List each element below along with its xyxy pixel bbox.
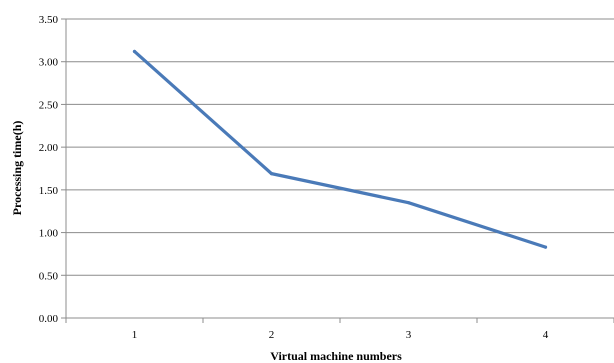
data-point: [543, 245, 548, 249]
y-tick-label: 2.50: [39, 99, 59, 111]
data-point: [132, 49, 137, 54]
series: [132, 49, 548, 249]
y-tick-label: 3.00: [39, 57, 59, 69]
data-point: [269, 172, 274, 176]
x-tick-label: 3: [406, 329, 412, 341]
y-tick-label: 2.00: [39, 142, 59, 154]
y-axis-title: Processing time(h): [10, 121, 24, 216]
y-tick-label: 1.50: [39, 185, 59, 197]
y-tick-label: 0.50: [39, 270, 59, 282]
x-axis-title: Virtual machine numbers: [270, 349, 402, 363]
x-tick-label: 1: [132, 329, 138, 341]
axes: [61, 18, 614, 323]
data-point: [406, 201, 411, 205]
y-tick-label: 1.00: [39, 228, 59, 240]
x-tick-label: 2: [269, 329, 275, 341]
x-tick-label: 4: [543, 329, 549, 341]
y-tick-label: 0.00: [39, 313, 59, 325]
series-line: [132, 49, 548, 249]
y-tick-label: 3.50: [39, 14, 59, 26]
gridlines: [66, 18, 614, 276]
y-tick-labels: 0.00 0.50 1.00 1.50 2.00 2.50 3.00 3.50: [39, 14, 59, 325]
x-tick-labels: 1 2 3 4: [132, 329, 549, 341]
